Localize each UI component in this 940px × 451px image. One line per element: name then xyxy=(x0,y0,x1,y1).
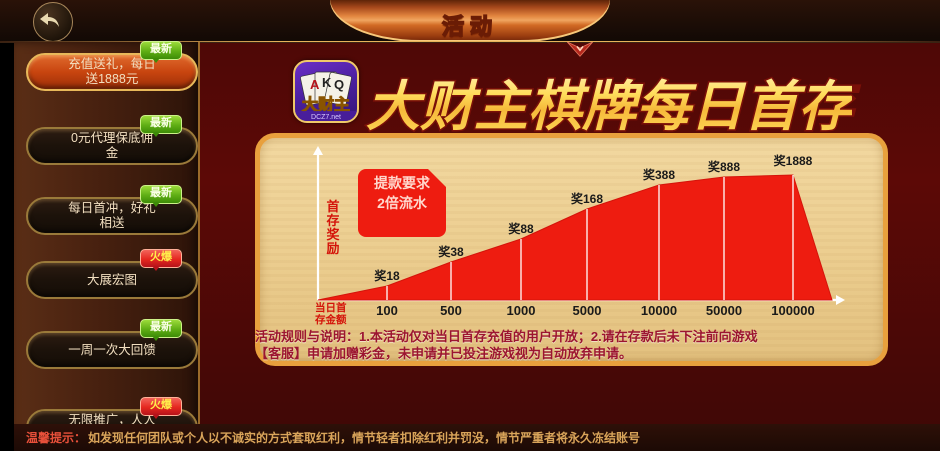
svg-text:K: K xyxy=(322,75,332,90)
svg-text:A: A xyxy=(310,77,320,92)
svg-text:Q: Q xyxy=(334,77,344,92)
svg-text:DCZ7.net: DCZ7.net xyxy=(311,114,341,121)
